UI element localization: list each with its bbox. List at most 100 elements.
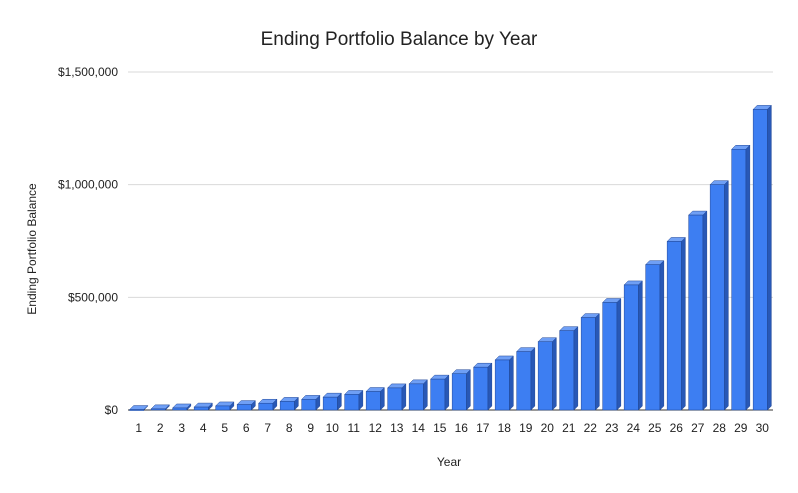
bar-front	[709, 184, 725, 411]
bar-front	[279, 401, 295, 411]
x-tick-label: 24	[627, 421, 641, 435]
x-tick-label: 22	[584, 421, 598, 435]
bar	[666, 236, 686, 411]
bar-front	[408, 383, 424, 411]
bar	[322, 392, 342, 411]
chart-title: Ending Portfolio Balance by Year	[261, 29, 538, 50]
bar	[279, 396, 299, 411]
bar	[301, 394, 321, 411]
bar	[580, 313, 600, 411]
bar	[473, 362, 493, 411]
bar-side	[616, 297, 622, 411]
bar-side	[638, 280, 643, 411]
bar	[430, 374, 450, 411]
bar	[516, 347, 536, 411]
bar-front	[344, 394, 360, 411]
bar	[408, 379, 428, 411]
bar-front	[645, 264, 661, 411]
x-tick-label: 27	[691, 421, 705, 435]
x-tick-label: 7	[264, 421, 271, 435]
bar-side	[530, 347, 536, 411]
x-tick-label: 5	[221, 421, 228, 435]
bars	[129, 104, 772, 411]
bar	[731, 144, 751, 411]
bar	[559, 326, 579, 411]
x-tick-label: 30	[756, 421, 770, 435]
x-tick-label: 29	[734, 421, 748, 435]
x-tick-label: 19	[519, 421, 533, 435]
bar-front	[473, 366, 489, 411]
bar-front	[559, 330, 575, 411]
bar-front	[301, 399, 317, 411]
x-tick-label: 4	[200, 421, 207, 435]
bar-front	[365, 391, 381, 411]
bar	[602, 297, 622, 411]
bar-side	[573, 326, 579, 411]
y-tick-label: $500,000	[68, 290, 118, 304]
bar-side	[745, 144, 751, 411]
bar-front	[129, 409, 145, 411]
bar	[129, 404, 149, 411]
bar	[236, 399, 256, 411]
x-tick-label: 13	[390, 421, 404, 435]
y-tick-label: $1,500,000	[58, 65, 118, 79]
bar-front	[387, 387, 403, 411]
bar-front	[602, 302, 618, 411]
x-tick-label: 10	[326, 421, 340, 435]
bar-side	[401, 383, 407, 411]
bar-front	[172, 407, 188, 411]
x-axis-ticks: 1 2 3 4 5 6 7 8 9 10 11 12 13 14 15 16 17 18 19 20 21 22 23 24 2…	[135, 421, 769, 435]
x-tick-label: 14	[412, 421, 426, 435]
x-tick-label: 20	[541, 421, 555, 435]
bar-side	[552, 337, 557, 411]
bar-front	[451, 373, 467, 411]
x-tick-label: 16	[455, 421, 469, 435]
bar-side	[724, 180, 729, 411]
bar-front	[516, 351, 532, 411]
x-tick-label: 18	[498, 421, 512, 435]
bar-side	[595, 313, 600, 411]
bar-front	[752, 109, 768, 411]
bar	[688, 210, 708, 411]
bar	[150, 404, 170, 411]
bar-front	[731, 149, 747, 411]
bar	[709, 180, 729, 411]
bar-front	[150, 408, 166, 411]
bar	[494, 355, 514, 411]
bar-front	[258, 402, 274, 411]
bar-front	[623, 284, 639, 411]
bar-front	[236, 404, 252, 411]
x-tick-label: 11	[348, 421, 361, 435]
bar-side	[681, 236, 686, 411]
bar-side	[423, 379, 428, 411]
x-tick-label: 26	[670, 421, 684, 435]
x-tick-label: 6	[243, 421, 250, 435]
x-tick-label: 1	[135, 421, 142, 435]
bar-front	[215, 405, 231, 411]
bar	[193, 402, 213, 411]
bar-side	[509, 355, 514, 411]
bar	[172, 403, 192, 411]
bar-front	[430, 378, 446, 411]
bar	[623, 280, 643, 411]
y-tick-label: $1,000,000	[58, 178, 118, 192]
bar-front	[580, 317, 596, 411]
bar-side	[767, 104, 772, 411]
x-tick-label: 28	[713, 421, 727, 435]
bar	[215, 401, 235, 411]
bar-side	[702, 210, 708, 411]
bar	[344, 389, 364, 411]
x-tick-label: 8	[286, 421, 293, 435]
bar-side	[444, 374, 450, 411]
grid-lines	[128, 71, 773, 411]
x-tick-label: 3	[178, 421, 185, 435]
x-tick-label: 15	[433, 421, 447, 435]
x-tick-label: 12	[369, 421, 383, 435]
bar-side	[487, 362, 493, 411]
x-tick-label: 2	[157, 421, 164, 435]
bar	[387, 383, 407, 411]
bar	[752, 104, 772, 411]
x-axis-label: Year	[437, 455, 461, 469]
bar	[365, 386, 385, 411]
